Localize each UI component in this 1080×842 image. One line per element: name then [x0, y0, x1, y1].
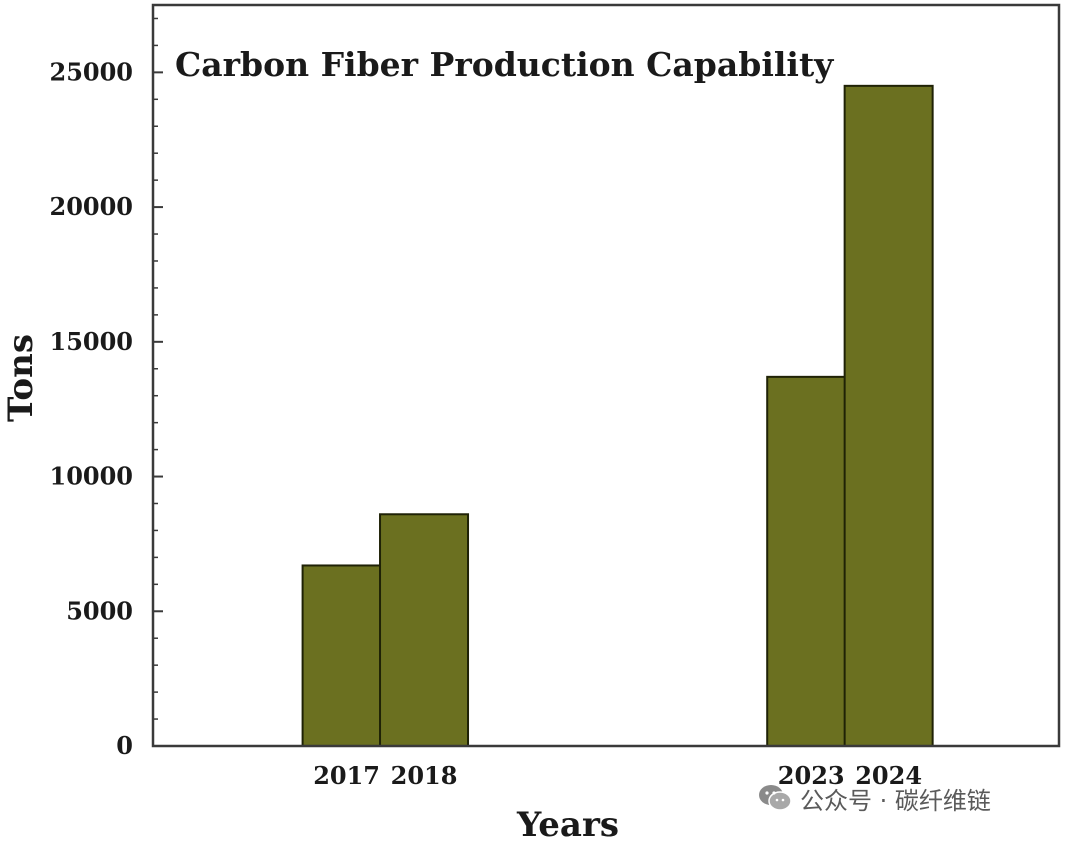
- y-tick-label-15000: 15000: [50, 327, 134, 356]
- y-tick-label-20000: 20000: [50, 192, 134, 221]
- bars-layer: [301, 84, 934, 748]
- axes-layer: [151, 3, 1061, 748]
- bar-2023: [766, 375, 857, 747]
- labels-layer: 2017 2018 2023 2024 0 5000 10000 15000 20000 2500…: [50, 57, 923, 790]
- x-tick-label-2018: 2018: [391, 761, 458, 790]
- watermark: 公众号 · 碳纤维链: [758, 780, 991, 816]
- x-tick-label-2023: 2023: [778, 761, 845, 790]
- plot-frame: [151, 3, 1061, 748]
- y-tick-label-5000: 5000: [66, 596, 133, 625]
- bar-2024: [843, 84, 934, 747]
- y-tick-label-10000: 10000: [50, 462, 134, 491]
- y-axis-title: Tons: [1, 334, 41, 422]
- chart-title: Carbon Fiber Production Capability: [175, 45, 834, 84]
- x-axis-title: Years: [516, 805, 619, 842]
- wechat-icon: [759, 785, 792, 811]
- y-tick-label-0: 0: [116, 731, 133, 760]
- x-tick-label-2017: 2017: [313, 761, 380, 790]
- x-tick-label-2024: 2024: [855, 761, 922, 790]
- bar-2017: [301, 564, 392, 747]
- watermark-text: 公众号 · 碳纤维链: [800, 786, 991, 815]
- bar-2018: [379, 513, 470, 748]
- y-tick-label-25000: 25000: [50, 57, 134, 86]
